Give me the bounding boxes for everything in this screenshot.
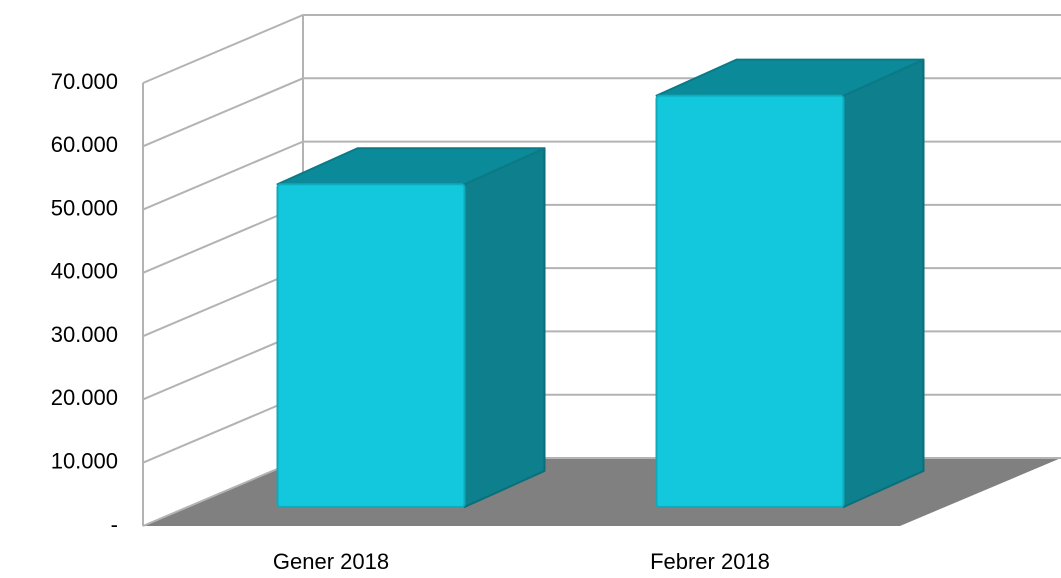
- y-tick-label: 40.000: [51, 259, 118, 284]
- y-tick-label: -: [111, 512, 118, 537]
- y-tick-label: 10.000: [51, 449, 118, 474]
- bar-side: [463, 147, 546, 508]
- bar-side: [842, 58, 925, 508]
- y-tick-label: 20.000: [51, 385, 118, 410]
- y-tick-label: 70.000: [51, 69, 118, 94]
- x-tick-label: Febrer 2018: [650, 549, 770, 574]
- y-tick-label: 30.000: [51, 322, 118, 347]
- bar: [655, 94, 845, 509]
- bar: [276, 183, 466, 508]
- y-tick-label: 60.000: [51, 132, 118, 157]
- y-tick-label: 50.000: [51, 195, 118, 220]
- grid-line: [142, 14, 1061, 84]
- x-tick-label: Gener 2018: [273, 549, 389, 574]
